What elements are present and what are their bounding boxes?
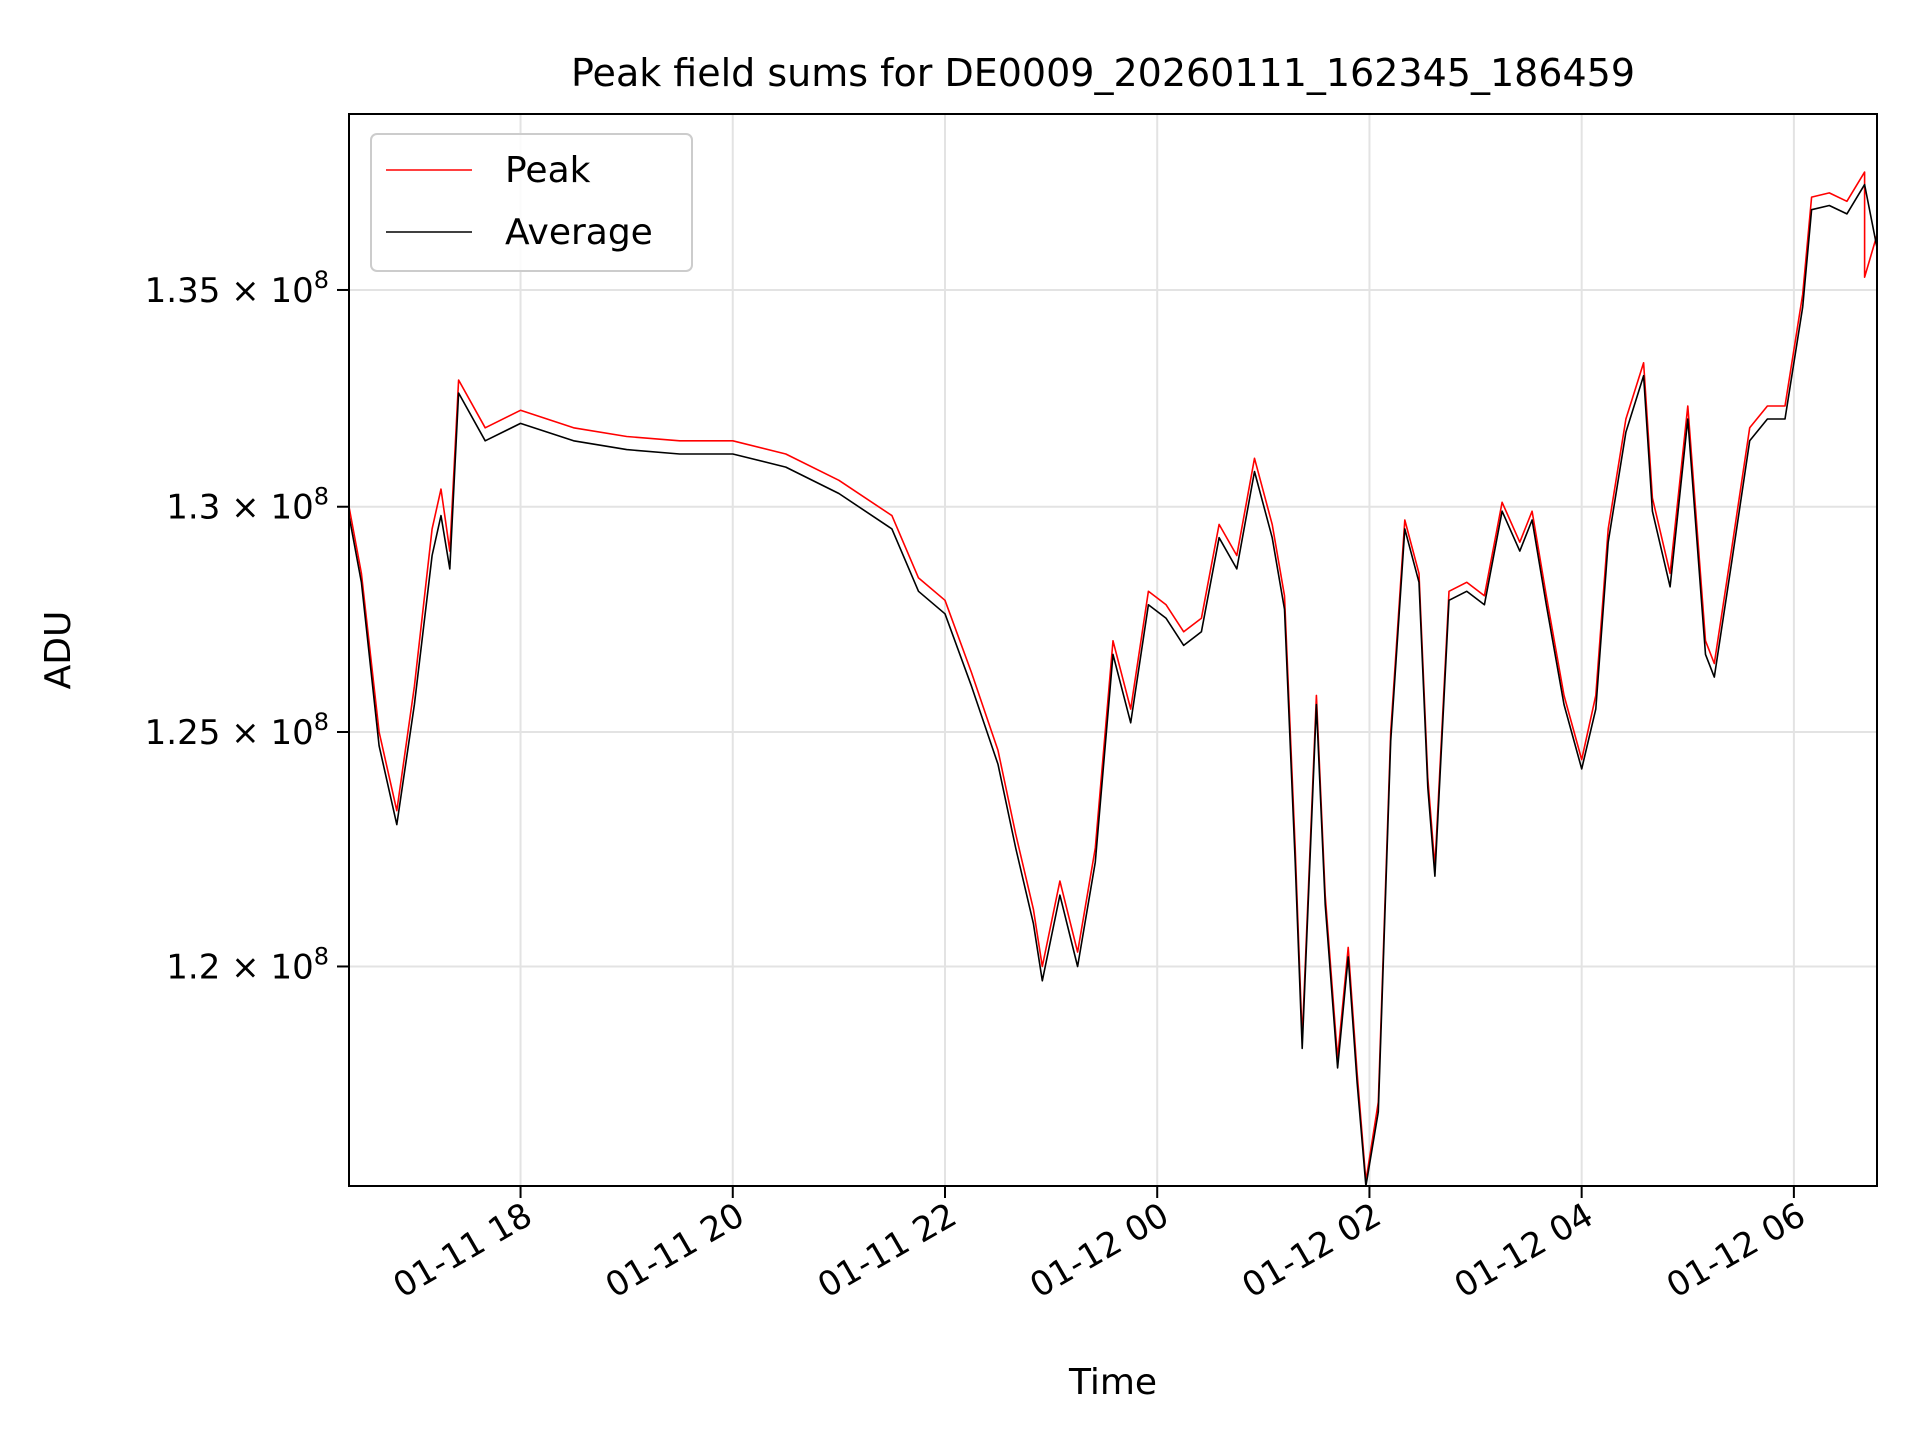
legend-label-average: Average [505,212,653,253]
y-tick-label: 1.35 × 108 [145,266,329,311]
series-line-average [348,183,1878,1187]
chart-title: Peak field sums for DE0009_20260111_1623… [571,51,1635,95]
legend: Peak Average [370,133,693,272]
plot-frame [348,113,1878,1187]
y-axis-label: ADU [38,611,79,690]
y-axis: 1.2 × 108 1.25 × 108 1.3 × 108 1.35 × 108 [145,266,349,987]
y-tick-label: 1.3 × 108 [166,483,329,528]
series-layer [348,171,1878,1187]
x-axis-label: Time [1068,1362,1157,1403]
grid [349,114,1877,1186]
y-tick-label: 1.25 × 108 [145,708,329,753]
legend-box [370,133,693,272]
legend-label-peak: Peak [505,150,591,191]
y-tick-label: 1.2 × 108 [166,942,329,987]
